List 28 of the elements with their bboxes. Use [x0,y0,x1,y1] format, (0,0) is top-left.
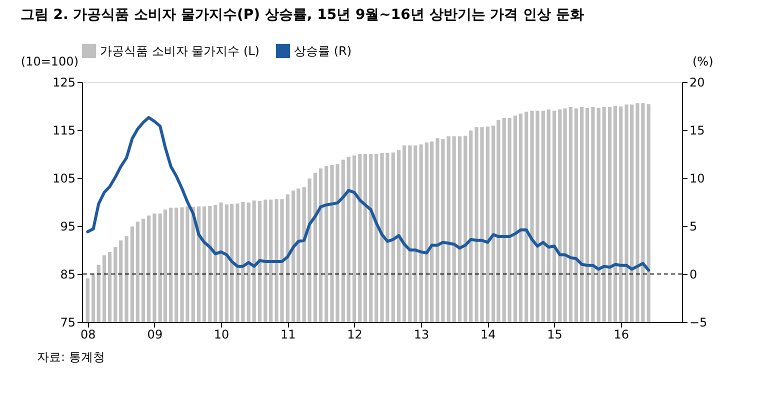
x-tick-label: 12 [347,328,362,342]
text: 자료: 통계청 [37,350,105,364]
legend-label: 상승률 (R) [294,44,352,58]
y2-tick-label: 15 [690,124,705,138]
legend-label: 가공식품 소비자 물가지수 (L) [100,44,260,58]
y2-tick-label: 5 [690,220,698,234]
y2-tick-label: 0 [690,268,698,282]
x-tick-label: 09 [147,328,163,342]
x-tick-label: 16 [614,328,630,342]
y-tick-label: 115 [52,124,76,138]
y-tick-label: 75 [60,316,76,330]
x-tick-label: 14 [480,328,496,342]
y2-tick-label: −5 [690,316,708,330]
x-tick-label: 08 [80,328,96,342]
y2-tick-label: 10 [690,172,705,186]
x-tick-label: 11 [280,328,296,342]
x-tick-label: 15 [547,328,562,342]
y2-tick-label: 20 [690,76,705,90]
chart-title: 그림 2. 가공식품 소비자 물가지수(P) 상승률, 15년 9월~16년 상반기는 가격 인상 둔화 [20,7,584,23]
y-axis-title: (10=100) [20,54,78,68]
x-tick-label: 13 [414,328,430,342]
x-tick-label: 10 [214,328,230,342]
y-tick-label: 105 [52,172,76,186]
y-tick-label: 85 [60,268,76,282]
line-series [86,116,650,272]
y2-axis-title: (%) [692,54,714,68]
y-tick-label: 95 [60,220,76,234]
y-tick-label: 125 [52,76,76,90]
